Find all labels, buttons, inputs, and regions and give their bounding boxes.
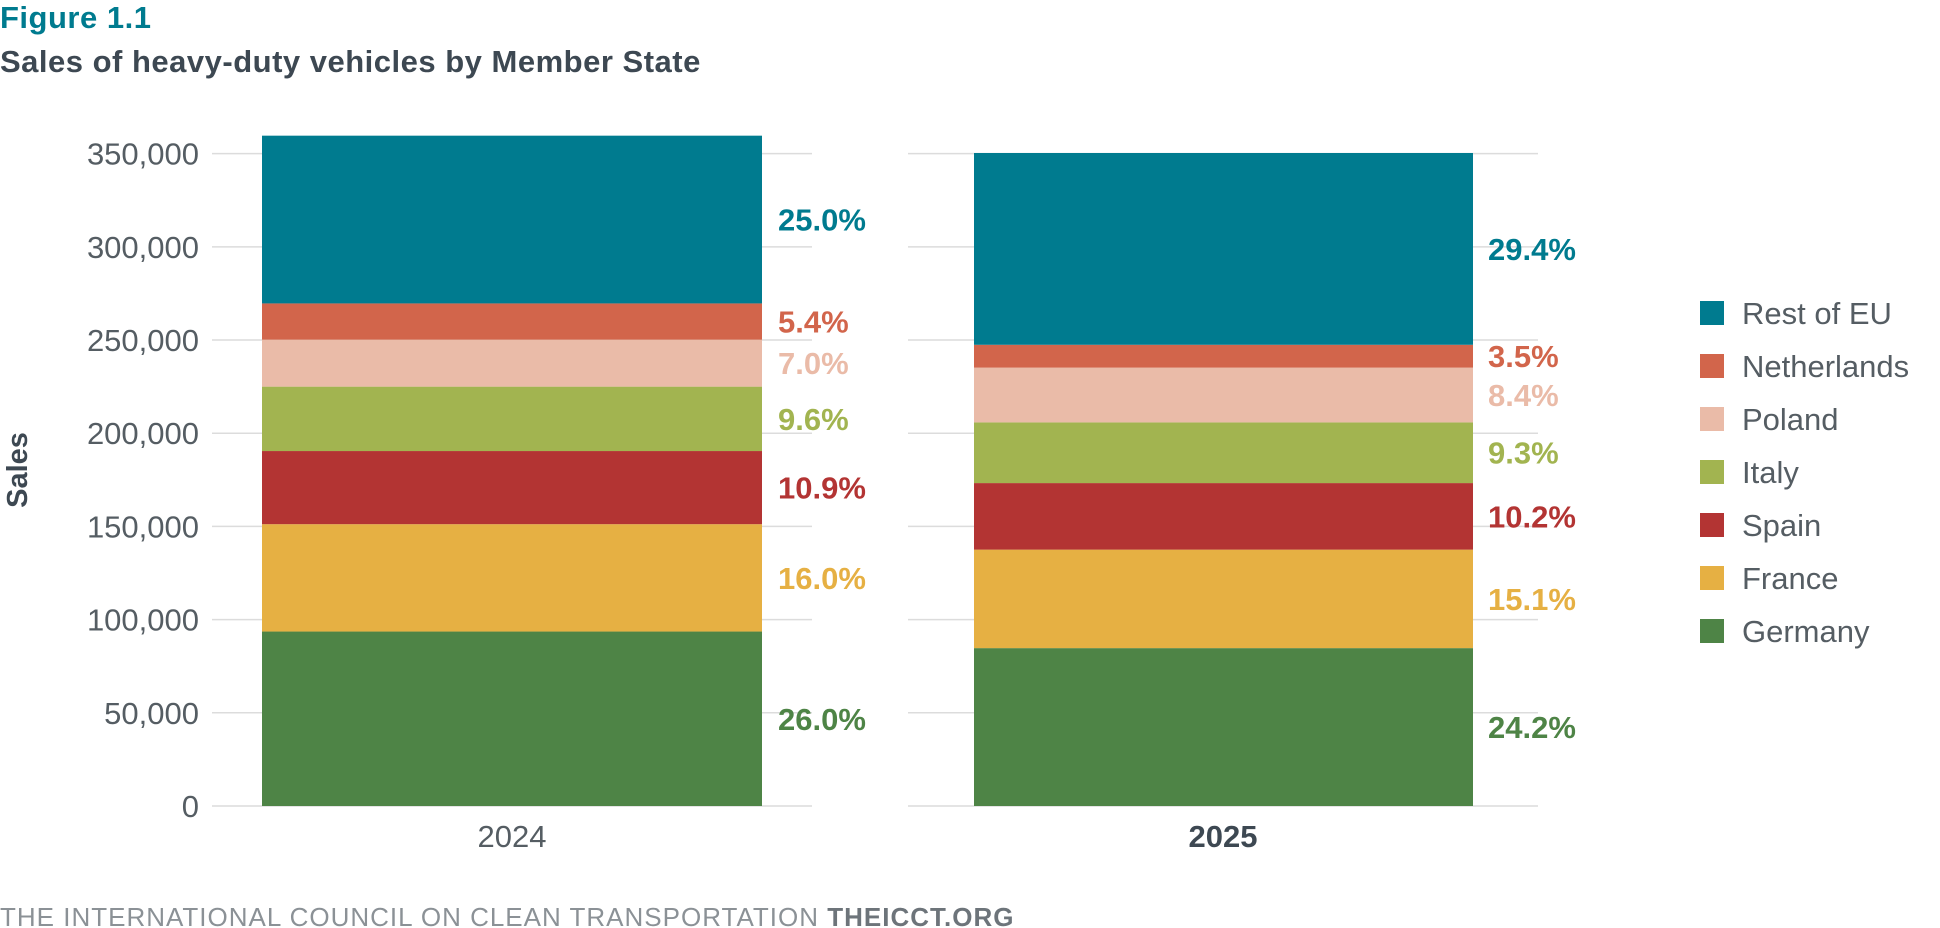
legend-swatch: [1700, 513, 1724, 537]
bar-segment-spain: [262, 451, 762, 525]
bar-segment-france: [262, 524, 762, 632]
bar-segment-spain: [974, 483, 1473, 550]
legend-swatch: [1700, 301, 1724, 325]
data-label: 16.0%: [778, 561, 866, 596]
legend-swatch: [1700, 566, 1724, 590]
data-label: 10.9%: [778, 471, 866, 506]
x-category-label: 2025: [1189, 819, 1258, 854]
bar-segment-italy: [262, 386, 762, 452]
y-tick-label: 250,000: [87, 323, 199, 358]
bar-segment-poland: [974, 367, 1473, 423]
data-label: 29.4%: [1488, 232, 1576, 267]
legend-label: Poland: [1742, 402, 1839, 437]
legend: Rest of EU Netherlands Poland Italy Spain Fra…: [1700, 296, 1909, 649]
data-label: 24.2%: [1488, 710, 1576, 745]
legend-swatch: [1700, 407, 1724, 431]
data-label: 15.1%: [1488, 582, 1576, 617]
y-tick-label: 0: [182, 789, 199, 824]
bar-segment-germany: [974, 648, 1473, 806]
legend-swatch: [1700, 354, 1724, 378]
bar-segment-italy: [974, 422, 1473, 484]
data-label: 9.3%: [1488, 436, 1559, 471]
data-label: 5.4%: [778, 305, 849, 340]
footer-credit: THE INTERNATIONAL COUNCIL ON CLEAN TRANS…: [0, 902, 1014, 928]
y-tick-label: 100,000: [87, 603, 199, 638]
data-label: 10.2%: [1488, 499, 1576, 534]
y-axis-title: Sales: [2, 432, 34, 508]
bar-segment-germany: [262, 631, 762, 806]
y-tick-label: 350,000: [87, 137, 199, 172]
legend-label: Germany: [1742, 614, 1870, 649]
legend-label: France: [1742, 561, 1838, 596]
chart-title: Sales of heavy-duty vehicles by Member S…: [0, 44, 701, 79]
bar-segment-netherlands: [974, 344, 1473, 368]
legend-label: Spain: [1742, 508, 1821, 543]
legend-swatch: [1700, 619, 1724, 643]
bar-segment-poland: [262, 339, 762, 387]
x-category-label: 2024: [478, 819, 547, 854]
y-tick-label: 150,000: [87, 509, 199, 544]
y-tick-label: 300,000: [87, 230, 199, 265]
footer-org-text: THE INTERNATIONAL COUNCIL ON CLEAN TRANS…: [0, 902, 819, 928]
legend-swatch: [1700, 460, 1724, 484]
bar-stack-2025: 24.2% 15.1% 10.2% 9.3% 8.4% 3.5% 29.4%: [974, 152, 1576, 806]
data-label: 26.0%: [778, 702, 866, 737]
y-axis: 0 50,000 100,000 150,000 200,000 250,000 300,0…: [87, 137, 199, 824]
data-label: 3.5%: [1488, 339, 1559, 374]
bar-segment-france: [974, 549, 1473, 649]
bar-segment-netherlands: [262, 303, 762, 340]
data-label: 8.4%: [1488, 378, 1559, 413]
bar-segment-rest-of-eu: [974, 152, 1473, 345]
y-tick-label: 50,000: [104, 696, 199, 731]
data-label: 7.0%: [778, 346, 849, 381]
figure-label: Figure 1.1: [0, 0, 152, 35]
y-tick-label: 200,000: [87, 416, 199, 451]
data-label: 25.0%: [778, 203, 866, 238]
bar-stack-2024: 26.0% 16.0% 10.9% 9.6% 7.0% 5.4% 25.0%: [262, 135, 866, 806]
footer-site-text: THEICCT.ORG: [827, 902, 1015, 928]
legend-label: Rest of EU: [1742, 296, 1892, 331]
legend-label: Netherlands: [1742, 349, 1909, 384]
legend-label: Italy: [1742, 455, 1799, 490]
data-label: 9.6%: [778, 402, 849, 437]
bar-segment-rest-of-eu: [262, 135, 762, 304]
